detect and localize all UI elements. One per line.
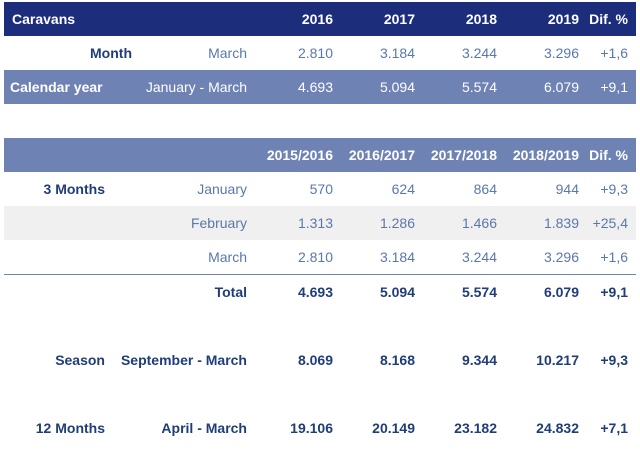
table1-month-row: Month March 2.810 3.184 3.244 3.296 +1,6 <box>4 36 636 70</box>
cell-value: 20.149 <box>372 420 415 436</box>
row-period: September - March <box>120 352 247 368</box>
cell-value: 3.244 <box>461 249 497 265</box>
row-label-calendar-year: Calendar year <box>10 79 103 95</box>
cell-dif: +9,1 <box>600 79 628 95</box>
cell-value: 3.296 <box>543 45 579 61</box>
col-header-2018: 2018 <box>465 11 497 27</box>
cell-value: 8.069 <box>297 352 333 368</box>
cell-dif: +1,6 <box>600 249 628 265</box>
col-header-2016-2017: 2016/2017 <box>348 147 415 163</box>
cell-value: 1.839 <box>543 215 579 231</box>
col-header-2018-2019: 2018/2019 <box>512 147 579 163</box>
cell-value: 23.182 <box>454 420 497 436</box>
cell-value: 3.184 <box>379 249 415 265</box>
cell-value: 6.079 <box>543 79 579 95</box>
cell-value: 1.313 <box>297 215 333 231</box>
total-divider <box>4 274 636 275</box>
row-period: March <box>208 45 247 61</box>
row-label-season: Season <box>55 352 105 368</box>
cell-value: 5.574 <box>461 284 497 300</box>
cell-dif: +1,6 <box>600 45 628 61</box>
cell-value: 10.217 <box>536 352 579 368</box>
col-header-dif: Dif. % <box>589 147 628 163</box>
table1-calendar-row: Calendar year January - March 4.693 5.09… <box>4 70 636 104</box>
col-header-2017-2018: 2017/2018 <box>430 147 497 163</box>
cell-value: 3.296 <box>543 249 579 265</box>
col-header-2016: 2016 <box>301 11 333 27</box>
cell-dif: +9,3 <box>600 352 628 368</box>
table2-header-row: 2015/2016 2016/2017 2017/2018 2018/2019 … <box>4 138 636 172</box>
cell-value: 6.079 <box>543 284 579 300</box>
cell-value: 2.810 <box>297 249 333 265</box>
table1-header-row: Caravans 2016 2017 2018 2019 Dif. % <box>4 2 636 36</box>
cell-dif: +9,1 <box>600 284 628 300</box>
row-period: January <box>197 181 247 197</box>
row-label-month: Month <box>90 45 132 61</box>
cell-dif: +7,1 <box>600 420 628 436</box>
table2-row-january: 3 Months January 570 624 864 944 +9,3 <box>4 172 636 206</box>
cell-value: 9.344 <box>461 352 497 368</box>
col-header-2017: 2017 <box>383 11 415 27</box>
row-label-total: Total <box>214 284 247 300</box>
cell-value: 3.244 <box>461 45 497 61</box>
cell-value: 5.094 <box>379 79 415 95</box>
table2-row-march: March 2.810 3.184 3.244 3.296 +1,6 <box>4 240 636 274</box>
row-label-3-months: 3 Months <box>43 181 105 197</box>
cell-dif: +25,4 <box>592 215 628 231</box>
table2-row-february: February 1.313 1.286 1.466 1.839 +25,4 <box>4 206 636 240</box>
cell-value: 4.693 <box>297 79 333 95</box>
cell-value: 2.810 <box>297 45 333 61</box>
cell-value: 8.168 <box>379 352 415 368</box>
row-label-12-months: 12 Months <box>35 420 105 436</box>
cell-value: 1.286 <box>379 215 415 231</box>
table2-season-row: Season September - March 8.069 8.168 9.3… <box>4 343 636 377</box>
cell-value: 570 <box>309 181 333 197</box>
cell-dif: +9,3 <box>600 181 628 197</box>
col-header-2015-2016: 2015/2016 <box>266 147 333 163</box>
cell-value: 5.574 <box>461 79 497 95</box>
cell-value: 944 <box>555 181 579 197</box>
cell-value: 864 <box>473 181 497 197</box>
col-header-dif: Dif. % <box>589 11 628 27</box>
table2-12-months-row: 12 Months April - March 19.106 20.149 23… <box>4 411 636 445</box>
cell-value: 4.693 <box>297 284 333 300</box>
cell-value: 624 <box>391 181 415 197</box>
row-period: January - March <box>145 79 247 95</box>
row-period: March <box>208 249 247 265</box>
row-period: April - March <box>161 420 247 436</box>
cell-value: 19.106 <box>290 420 333 436</box>
table-title: Caravans <box>12 11 76 27</box>
cell-value: 3.184 <box>379 45 415 61</box>
cell-value: 5.094 <box>379 284 415 300</box>
row-period: February <box>190 215 247 231</box>
cell-value: 1.466 <box>461 215 497 231</box>
col-header-2019: 2019 <box>547 11 579 27</box>
cell-value: 24.832 <box>536 420 579 436</box>
table2-total-row: Total 4.693 5.094 5.574 6.079 +9,1 <box>4 275 636 309</box>
